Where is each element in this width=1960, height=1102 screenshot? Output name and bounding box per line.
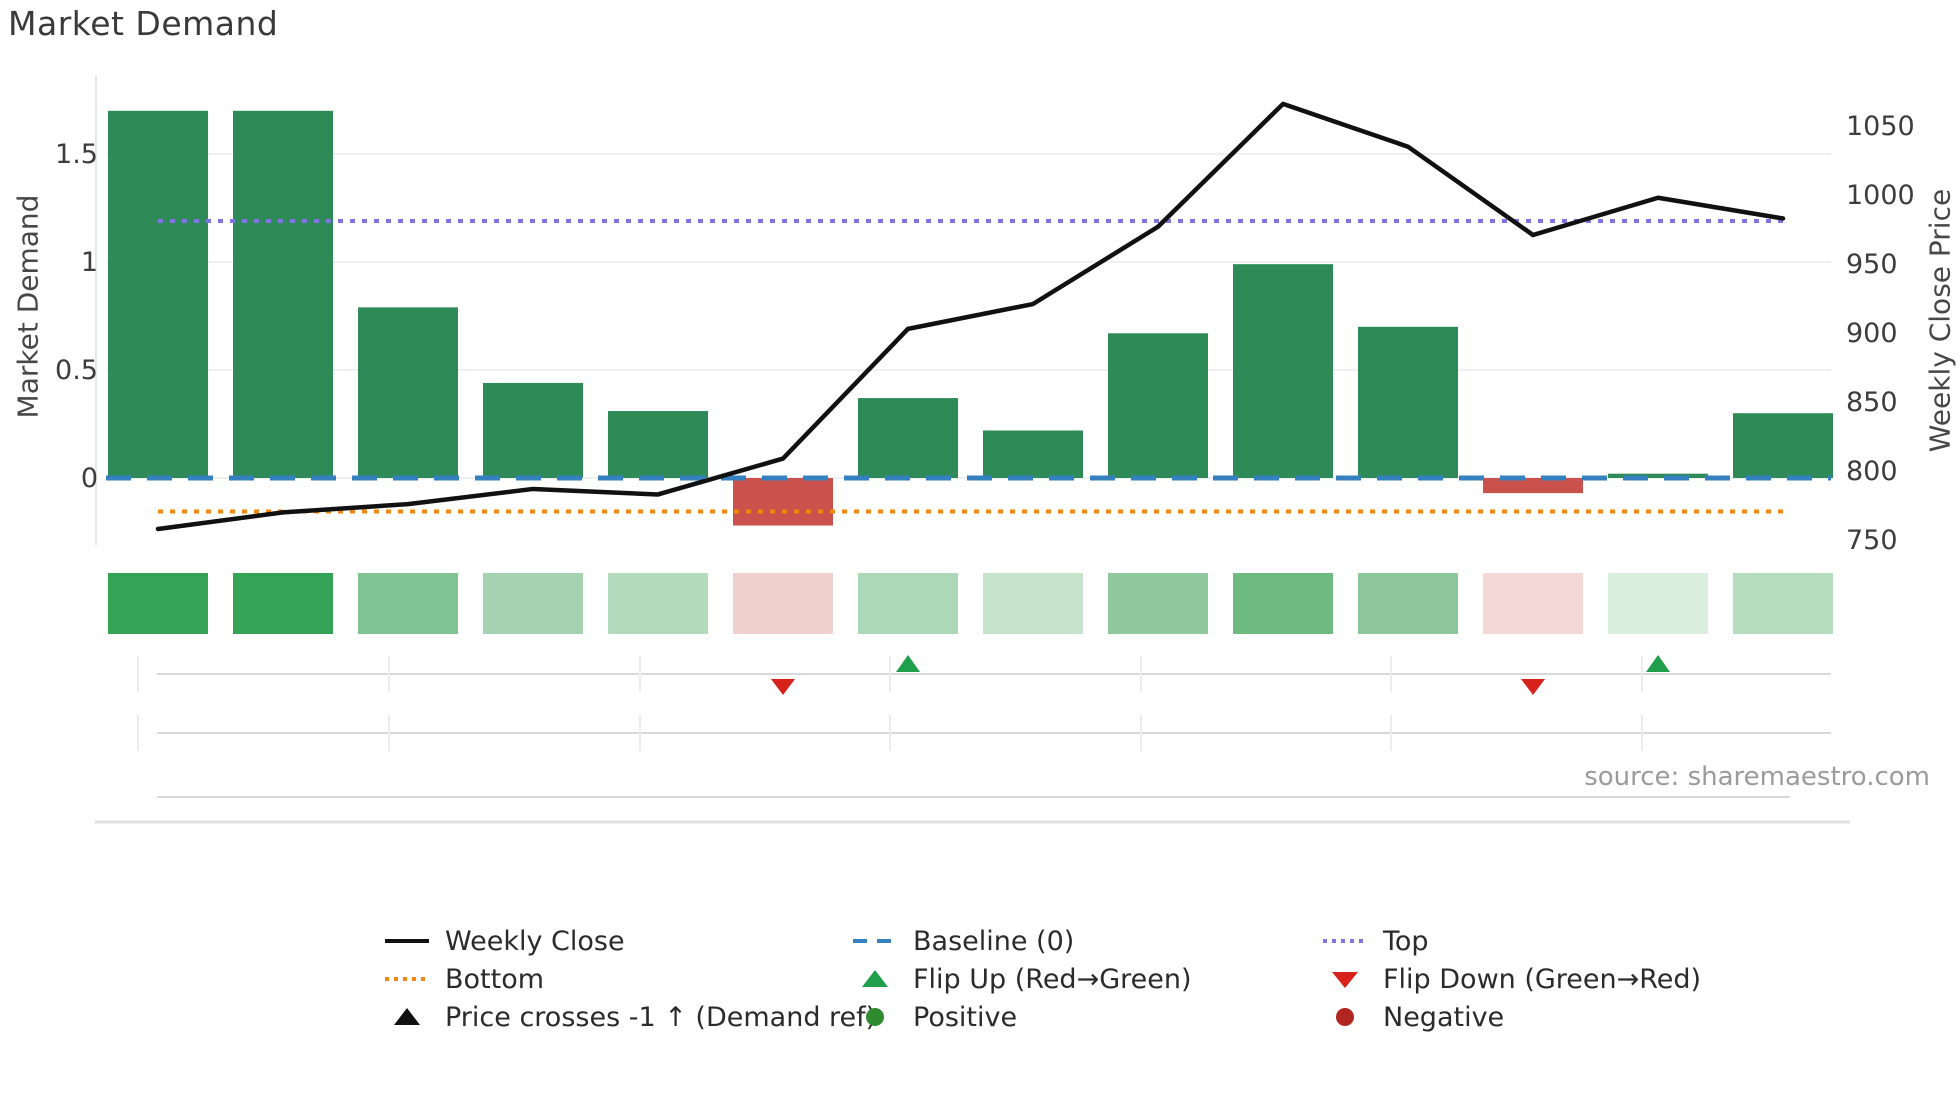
demand-bar bbox=[1733, 413, 1833, 478]
heatmap-tile bbox=[1233, 573, 1333, 634]
legend-item: Top bbox=[1321, 922, 1701, 960]
legend-label: Baseline (0) bbox=[913, 925, 1075, 957]
triangle-up-shape bbox=[394, 1008, 420, 1025]
heatmap-tile bbox=[1608, 573, 1708, 634]
left-tick-label: 0.5 bbox=[55, 355, 98, 386]
right-tick-label: 850 bbox=[1846, 387, 1898, 418]
demand-bar bbox=[1483, 478, 1583, 494]
heatmap-tile bbox=[233, 573, 333, 634]
triangle-up-legend-swatch-icon bbox=[862, 970, 888, 987]
legend-item: Positive bbox=[851, 998, 1192, 1036]
heatmap-tile bbox=[608, 573, 708, 634]
heatmap-tile bbox=[1358, 573, 1458, 634]
heatmap-tile bbox=[1733, 573, 1833, 634]
legend-label: Positive bbox=[913, 1001, 1018, 1033]
line-legend-swatch-icon bbox=[385, 939, 429, 943]
legend-item: Flip Up (Red→Green) bbox=[851, 960, 1192, 998]
legend-item: Flip Down (Green→Red) bbox=[1321, 960, 1701, 998]
legend-column: Top Flip Down (Green→Red) Negative bbox=[1321, 922, 1701, 1036]
triangle-up-legend-swatch-icon bbox=[394, 1008, 420, 1025]
right-tick-label: 1050 bbox=[1846, 111, 1915, 142]
right-tick-label: 800 bbox=[1846, 456, 1898, 487]
right-tick-label: 750 bbox=[1846, 525, 1898, 556]
circle-shape bbox=[1336, 1008, 1354, 1026]
demand-bar bbox=[733, 478, 833, 526]
chart-title: Market Demand bbox=[8, 4, 279, 43]
legend-label: Negative bbox=[1383, 1001, 1505, 1033]
flip-down-marker bbox=[1521, 679, 1545, 695]
demand-bar bbox=[608, 411, 708, 478]
dashed-line-legend-swatch-icon bbox=[853, 939, 897, 943]
heatmap-tile bbox=[983, 573, 1083, 634]
flip-up-marker bbox=[896, 655, 920, 672]
circle-legend-swatch-icon bbox=[1336, 1008, 1354, 1026]
triangle-down-legend-swatch-icon bbox=[1332, 972, 1358, 988]
source-credit: source: sharemaestro.com bbox=[1584, 762, 1930, 792]
circle-shape bbox=[866, 1008, 884, 1026]
legend-item: Baseline (0) bbox=[851, 922, 1192, 960]
demand-bar bbox=[483, 382, 583, 478]
right-tick-label: 900 bbox=[1846, 318, 1898, 349]
dotted-line-legend-swatch-icon bbox=[385, 977, 429, 981]
legend-item: Price crosses -1 ↑ (Demand ref) bbox=[383, 998, 876, 1036]
heatmap-tile bbox=[733, 573, 833, 634]
demand-bar bbox=[233, 110, 333, 479]
legend-item: Bottom bbox=[383, 960, 876, 998]
left-tick-label: 1.5 bbox=[55, 139, 98, 170]
legend-label: Price crosses -1 ↑ (Demand ref) bbox=[445, 1001, 877, 1033]
demand-bar bbox=[358, 307, 458, 478]
triangle-up-shape bbox=[862, 970, 888, 987]
left-tick-label: 0 bbox=[81, 463, 98, 494]
circle-legend-swatch-icon bbox=[866, 1008, 884, 1026]
heatmap-tile bbox=[108, 573, 208, 634]
dotted-line-legend-swatch-icon bbox=[1323, 939, 1367, 943]
legend-column: Weekly Close Bottom Price crosses -1 ↑ (De… bbox=[383, 922, 876, 1036]
demand-bar bbox=[858, 398, 958, 478]
demand-bar bbox=[108, 110, 208, 479]
heatmap-tile bbox=[1108, 573, 1208, 634]
chart-canvas: 0 0.5 1 1.5 750 800 850 900 950 1000 1050 bbox=[55, 75, 1915, 824]
legend-label: Flip Down (Green→Red) bbox=[1383, 963, 1702, 995]
weekly-close-line bbox=[155, 101, 1786, 532]
demand-bar bbox=[1108, 333, 1208, 478]
legend-item: Negative bbox=[1321, 998, 1701, 1036]
legend-item: Weekly Close bbox=[383, 922, 876, 960]
legend-column: Baseline (0) Flip Up (Red→Green) Positive bbox=[851, 922, 1192, 1036]
triangle-down-shape bbox=[1332, 972, 1358, 988]
heatmap-tile bbox=[483, 573, 583, 634]
flip-up-marker bbox=[1646, 655, 1670, 672]
flip-down-marker bbox=[771, 679, 795, 695]
right-tick-label: 950 bbox=[1846, 249, 1898, 280]
legend-label: Top bbox=[1383, 925, 1429, 957]
demand-bar bbox=[983, 430, 1083, 478]
heatmap-tile bbox=[1483, 573, 1583, 634]
legend-label: Bottom bbox=[445, 963, 545, 995]
chart-legend: Weekly Close Bottom Price crosses -1 ↑ (De… bbox=[0, 922, 1960, 1042]
legend-label: Flip Up (Red→Green) bbox=[913, 963, 1192, 995]
demand-bar bbox=[1233, 264, 1333, 478]
demand-bar bbox=[1608, 473, 1708, 478]
legend-label: Weekly Close bbox=[445, 925, 625, 957]
right-tick-label: 1000 bbox=[1846, 180, 1915, 211]
heatmap-tile bbox=[358, 573, 458, 634]
heatmap-tile bbox=[858, 573, 958, 634]
demand-bar bbox=[1358, 326, 1458, 478]
left-tick-label: 1 bbox=[81, 247, 98, 278]
